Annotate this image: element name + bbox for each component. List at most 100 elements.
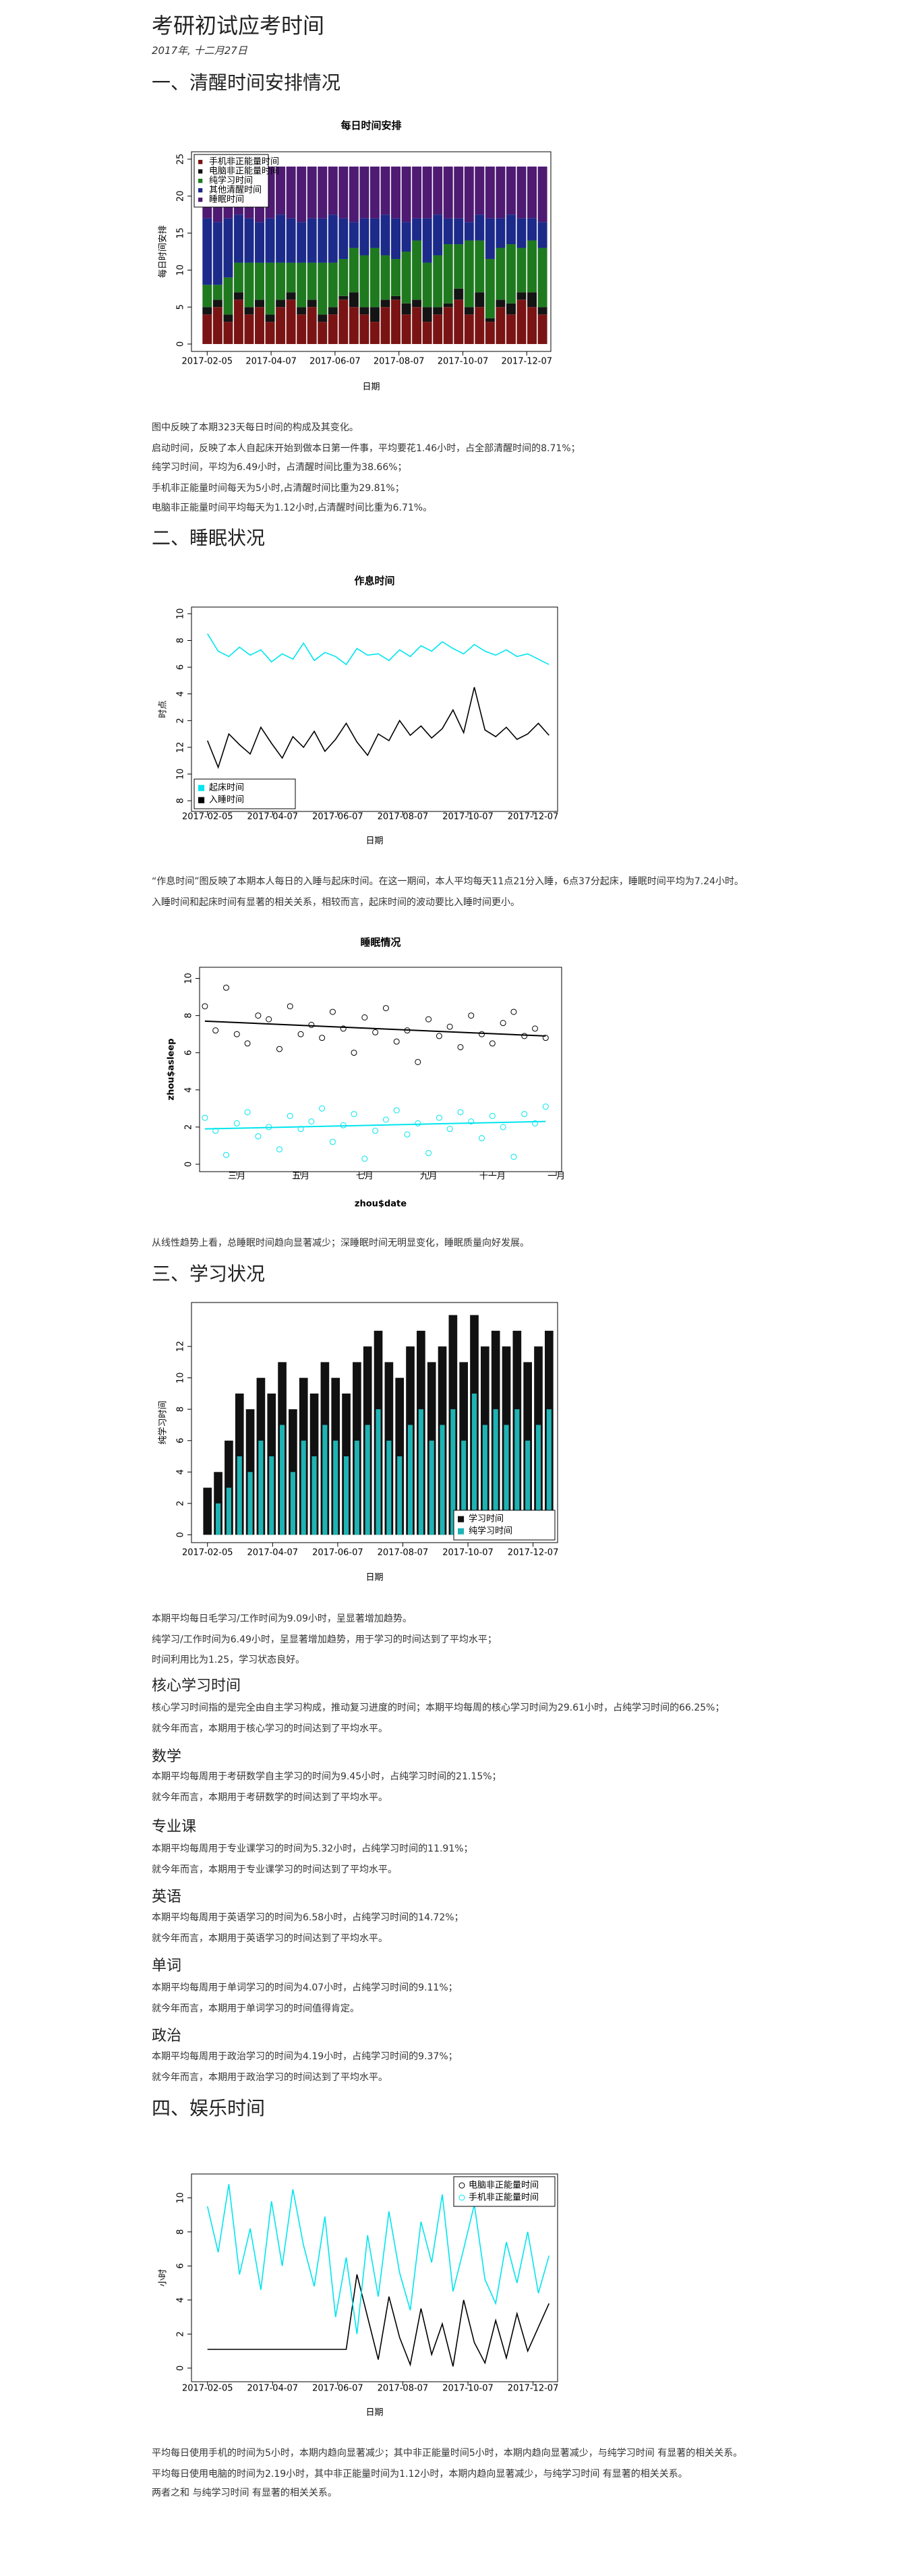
bar-segment bbox=[369, 322, 380, 345]
point bbox=[255, 1133, 262, 1140]
bar-segment bbox=[506, 244, 516, 304]
subsection-heading: 核心学习时间 bbox=[152, 1678, 241, 1694]
bar-segment bbox=[401, 303, 411, 315]
legend-swatch bbox=[458, 1528, 465, 1535]
bar bbox=[386, 1440, 392, 1535]
paragraph: 两者之和 与纯学习时间 有显著的相关关系。 bbox=[152, 2488, 337, 2498]
bar-segment bbox=[433, 166, 443, 215]
paragraph: 从线性趋势上看，总睡眠时间趋向显著减少；深睡眠时间无明显变化，睡眠质量向好发展。 bbox=[152, 1238, 529, 1249]
bar-segment bbox=[286, 218, 296, 263]
bar-segment bbox=[233, 292, 243, 300]
point bbox=[415, 1120, 421, 1126]
chart: 每日时间安排 0 5 10 15 20 25 2017-02-05 2017-04-07 2017… bbox=[158, 119, 553, 393]
bar-segment bbox=[202, 218, 212, 285]
bar-segment bbox=[328, 307, 338, 315]
bar-segment bbox=[255, 262, 264, 300]
bar-segment bbox=[506, 214, 516, 245]
paragraph: 就今年而言，本期用于单词学习的时间值得肯定。 bbox=[152, 2003, 359, 2014]
point bbox=[233, 1031, 240, 1037]
bar-segment bbox=[412, 166, 422, 219]
y-tick-label: 8 bbox=[176, 637, 186, 643]
bar-segment bbox=[475, 292, 485, 308]
subsection-heading: 专业课 bbox=[152, 1819, 197, 1835]
bar bbox=[440, 1425, 445, 1535]
chart: 作息时间 10 8 6 4 2 12 10 8 2017-02-05 2017-04-07 2017-… bbox=[158, 575, 559, 847]
bar-segment bbox=[422, 218, 432, 263]
bar-segment bbox=[307, 262, 317, 300]
bar-segment bbox=[349, 292, 359, 308]
point bbox=[319, 1105, 326, 1112]
point bbox=[351, 1050, 357, 1056]
chart: 睡眠情况 0 2 4 6 8 10 三月 五月 七月 九月 十一月 一月 zhou$date zhou$as… bbox=[167, 936, 566, 1209]
bar-segment bbox=[454, 218, 464, 245]
x-tick-label: 五月 bbox=[292, 1172, 309, 1182]
point bbox=[287, 1112, 293, 1119]
bar bbox=[535, 1425, 541, 1535]
bar bbox=[461, 1440, 467, 1535]
legend-label: 起床时间 bbox=[209, 783, 244, 793]
bar-segment bbox=[496, 218, 506, 248]
y-tick-label: 10 bbox=[176, 608, 186, 620]
line bbox=[206, 687, 549, 769]
bar-segment bbox=[475, 307, 485, 345]
point bbox=[244, 1040, 251, 1047]
legend-label: 纯学习时间 bbox=[209, 175, 253, 186]
y-tick-label: 0 bbox=[184, 1162, 194, 1167]
bar-segment bbox=[359, 255, 369, 308]
legend-swatch bbox=[198, 169, 203, 174]
x-tick-label: 2017-06-07 bbox=[312, 812, 363, 822]
bar-segment bbox=[202, 307, 212, 315]
legend-box bbox=[194, 778, 296, 809]
bar-segment bbox=[422, 307, 432, 322]
bar-segment bbox=[307, 307, 317, 345]
point bbox=[521, 1033, 528, 1039]
bar-segment bbox=[537, 222, 547, 248]
paragraph: 平均每日使用手机的时间为5小时，本期内趋向显著减少；其中非正能量时间5小时，本期… bbox=[152, 2448, 743, 2459]
bar bbox=[216, 1503, 221, 1535]
point bbox=[479, 1135, 485, 1141]
bar bbox=[504, 1425, 509, 1535]
y-axis-title: 纯学习时间 bbox=[158, 1400, 169, 1444]
y-tick-label: 4 bbox=[176, 691, 186, 697]
bar-segment bbox=[265, 322, 275, 345]
legend-label: 其他清醒时间 bbox=[209, 185, 262, 196]
plot bbox=[206, 2183, 550, 2367]
x-tick-label: 2017-02-05 bbox=[182, 357, 233, 367]
bar bbox=[301, 1440, 306, 1535]
x-axis-title: 日期 bbox=[362, 382, 380, 393]
bar-segment bbox=[297, 222, 307, 263]
paragraph: 纯学习时间，平均为6.49小时，占清醒时间比重为38.66%； bbox=[152, 462, 407, 473]
point bbox=[446, 1023, 453, 1030]
bar bbox=[471, 1393, 477, 1535]
point bbox=[329, 1008, 336, 1015]
bar bbox=[482, 1425, 487, 1535]
bar-segment bbox=[338, 258, 349, 296]
y-axis-title: 小时 bbox=[158, 2269, 169, 2287]
legend-label: 睡眠时间 bbox=[209, 195, 244, 205]
bar-segment bbox=[318, 166, 328, 219]
y-tick-label: 2 bbox=[176, 2331, 186, 2337]
bar bbox=[525, 1440, 531, 1535]
point bbox=[542, 1104, 549, 1110]
bar bbox=[493, 1409, 498, 1535]
x-tick-label: 2017-12-07 bbox=[501, 357, 552, 367]
bar-segment bbox=[318, 262, 328, 315]
paragraph: 平均每日使用电脑的时间为2.19小时，其中非正能量时间为1.12小时，本期内趋向… bbox=[152, 2469, 688, 2480]
x-tick-label: 2017-04-07 bbox=[247, 2384, 299, 2394]
point bbox=[436, 1114, 442, 1121]
x-tick-label: 2017-08-07 bbox=[374, 357, 425, 367]
bar-segment bbox=[401, 252, 411, 304]
bar bbox=[333, 1440, 338, 1535]
bar-segment bbox=[391, 258, 401, 296]
bar-segment bbox=[359, 307, 369, 315]
y-tick-label: 6 bbox=[176, 664, 186, 670]
point bbox=[329, 1139, 336, 1145]
y-tick-label: 2 bbox=[184, 1124, 194, 1130]
bar-segment bbox=[369, 218, 380, 248]
bar-segment bbox=[443, 307, 453, 345]
section-heading: 四、娱乐时间 bbox=[152, 2097, 266, 2119]
x-tick-label: 九月 bbox=[420, 1172, 438, 1182]
bar-segment bbox=[391, 166, 401, 219]
chart: 0 2 4 6 8 10 12 2017-02-05 2017-04-07 2017-06-07 2… bbox=[158, 1302, 558, 1583]
bar-segment bbox=[318, 322, 328, 345]
